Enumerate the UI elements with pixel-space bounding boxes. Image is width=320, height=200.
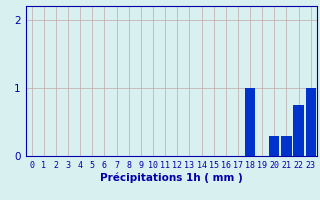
Bar: [245, 88, 255, 156]
X-axis label: Précipitations 1h ( mm ): Précipitations 1h ( mm ): [100, 173, 243, 183]
Bar: [306, 88, 316, 156]
Bar: [281, 136, 292, 156]
Bar: [293, 105, 304, 156]
Bar: [269, 136, 279, 156]
